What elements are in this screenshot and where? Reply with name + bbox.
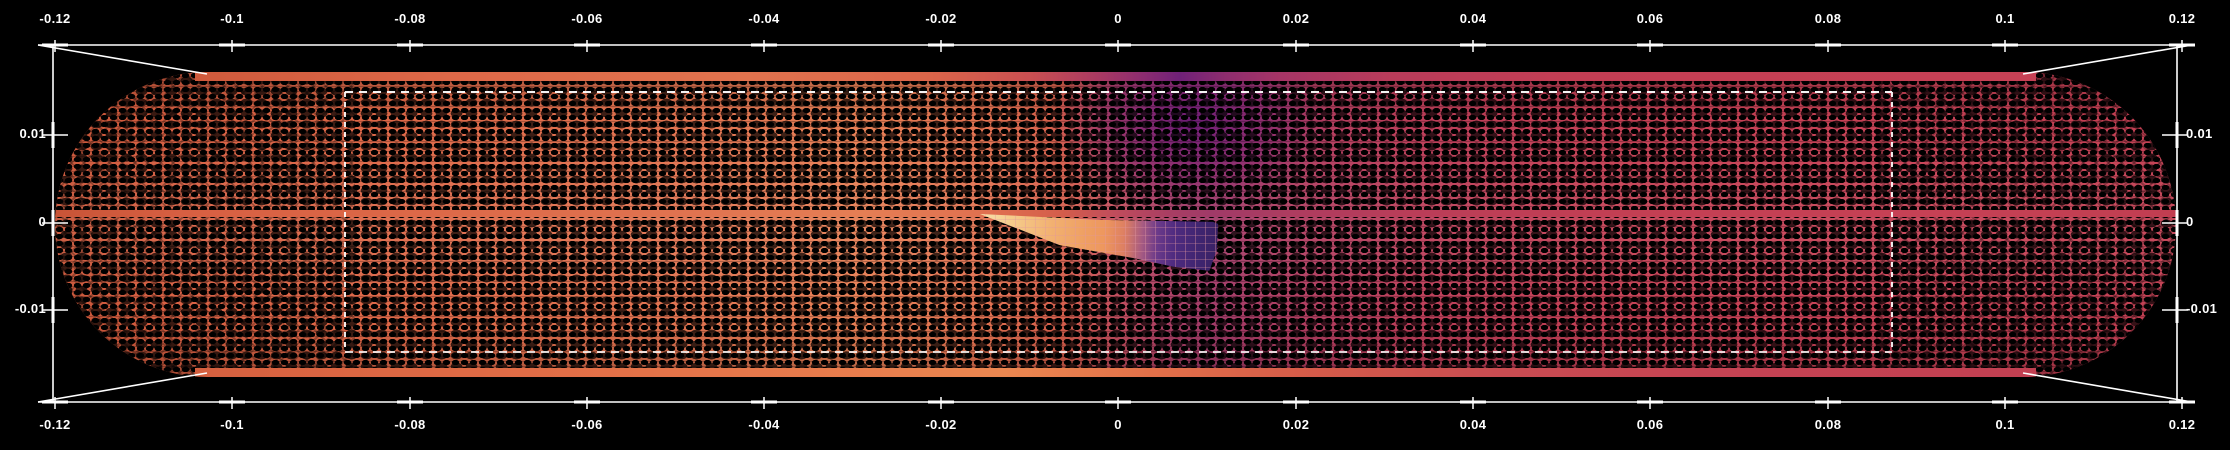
x-tick-label-top: 0.08: [1814, 11, 1842, 26]
capsule-mesh-surface: [55, 72, 2176, 377]
x-tick-label-top: -0.04: [748, 11, 780, 26]
box-front-face: [37, 44, 2193, 403]
back-box-right-edge: [1891, 92, 1893, 352]
back-box-left-edge: [344, 92, 346, 352]
x-tick-label-top: 0.02: [1282, 11, 1310, 26]
back-box-top-edge: [345, 91, 1892, 93]
x-tick-label-bottom: 0.06: [1636, 417, 1664, 432]
top-rim-band: [195, 72, 2036, 81]
y-tick-label-left: 0.01: [19, 126, 46, 141]
x-tick-label-bottom: 0: [1114, 417, 1122, 432]
x-tick-label-bottom: 0.04: [1459, 417, 1487, 432]
y-tick-marks: [40, 120, 2190, 325]
x-tick-label-top: -0.02: [925, 11, 957, 26]
back-box-bottom-edge: [345, 351, 1892, 353]
y-tick-label-left: 0: [38, 214, 46, 229]
x-tick-label-bottom: -0.1: [220, 417, 244, 432]
x-tick-label-top: -0.12: [39, 11, 71, 26]
x-tick-label-bottom: -0.08: [394, 417, 426, 432]
y-tick-label-right: 0.01: [2186, 126, 2213, 141]
x-tick-label-top: -0.1: [220, 11, 244, 26]
x-tick-label-top: -0.06: [571, 11, 603, 26]
x-tick-label-bottom: 0.02: [1282, 417, 1310, 432]
x-tick-label-bottom: -0.04: [748, 417, 780, 432]
x-tick-label-top: -0.08: [394, 11, 426, 26]
centerline-band: [55, 210, 2176, 217]
x-tick-label-top: 0.1: [1995, 11, 2015, 26]
y-tick-label-right: -0.01: [2186, 301, 2218, 316]
x-tick-label-bottom: -0.12: [39, 417, 71, 432]
x-tick-label-top: 0: [1114, 11, 1122, 26]
y-tick-label-right: 0: [2186, 214, 2194, 229]
x-tick-label-bottom: 0.1: [1995, 417, 2015, 432]
x-tick-label-top: 0.04: [1459, 11, 1487, 26]
x-tick-label-bottom: 0.12: [2168, 417, 2196, 432]
x-tick-label-bottom: 0.08: [1814, 417, 1842, 432]
x-tick-label-bottom: -0.02: [925, 417, 957, 432]
x-tick-label-bottom: -0.06: [571, 417, 603, 432]
x-tick-label-top: 0.12: [2168, 11, 2196, 26]
y-tick-label-left: -0.01: [14, 301, 46, 316]
x-tick-label-top: 0.06: [1636, 11, 1664, 26]
bottom-rim-band: [195, 368, 2036, 377]
x-tick-marks: [40, 38, 2197, 411]
